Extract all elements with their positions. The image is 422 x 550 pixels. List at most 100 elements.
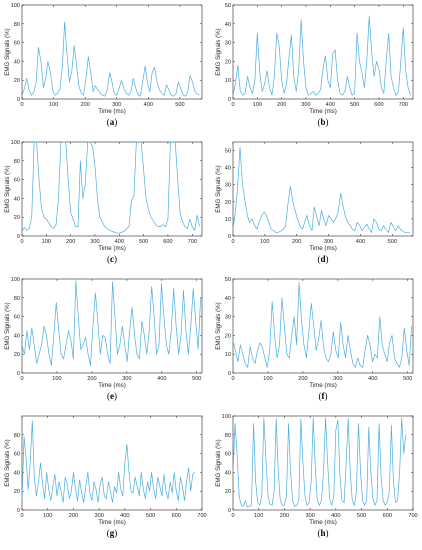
x-tick-label: 200 [298, 376, 307, 382]
x-tick-label: 200 [69, 513, 78, 519]
y-tick-label: 40 [14, 333, 20, 339]
x-tick-label: 400 [120, 513, 129, 519]
y-axis-label: EMG Signals (%) [4, 439, 11, 486]
y-tick-label: 60 [14, 452, 20, 458]
caption-open: ( [317, 254, 320, 264]
y-tick-label: 80 [14, 296, 20, 302]
x-tick-label: 400 [368, 376, 377, 382]
plot-frame [21, 415, 203, 511]
x-tick-label: 0 [20, 376, 23, 382]
y-tick-label: 20 [14, 215, 20, 221]
chart-e: 0 20 40 60 80 100 0 100 200 300 400 500 Time (ms) EMG… [4, 277, 203, 401]
x-tick-label: 600 [383, 513, 392, 519]
x-tick-label: 500 [350, 102, 359, 108]
y-tick-label: 60 [225, 452, 231, 458]
y-tick-label: 100 [222, 414, 231, 420]
y-tick-label: 40 [14, 59, 20, 65]
panel-b: 0 10 20 30 40 50 0 100 200 300 400 500 600 700 Time (m… [211, 0, 422, 137]
x-tick-label: 200 [277, 102, 286, 108]
y-tick-label: 60 [14, 41, 20, 47]
y-axis-label: EMG Signals (%) [4, 302, 11, 349]
panel-caption: (f) [319, 391, 328, 401]
x-tick-label: 0 [231, 513, 234, 519]
y-tick-label: 20 [14, 78, 20, 84]
x-tick-label: 600 [163, 239, 172, 245]
y-tick-label: 50 [225, 3, 231, 9]
caption-close: ) [325, 391, 328, 401]
series-line-h [232, 417, 407, 508]
x-tick-label: 0 [20, 102, 23, 108]
y-tick-label: 80 [14, 22, 20, 28]
y-tick-label: 10 [225, 78, 231, 84]
caption-open: ( [107, 528, 110, 538]
x-tick-label: 200 [66, 239, 75, 245]
y-tick-label: 0 [17, 234, 20, 240]
y-tick-label: 0 [228, 97, 231, 103]
caption-letter: c [110, 254, 114, 264]
y-tick-label: 10 [225, 217, 231, 223]
x-tick-label: 300 [324, 239, 333, 245]
x-tick-label: 300 [333, 376, 342, 382]
y-tick-label: 50 [225, 149, 231, 155]
chart-c: 0 20 40 60 80 100 0 100 200 300 400 500 600 700 Time (… [4, 140, 203, 264]
caption-letter: g [110, 528, 115, 538]
x-tick-label: 700 [408, 513, 417, 519]
x-tick-label: 100 [254, 513, 263, 519]
x-tick-label: 600 [374, 102, 383, 108]
y-tick-label: 60 [14, 315, 20, 321]
x-tick-label: 400 [157, 376, 166, 382]
y-tick-label: 40 [14, 196, 20, 202]
x-tick-label: 100 [263, 376, 272, 382]
panel-caption: (g) [107, 528, 118, 538]
y-tick-label: 20 [225, 333, 231, 339]
panel-h: 0 20 40 60 80 100 0 100 200 300 400 500 600 700 Time (… [211, 411, 422, 548]
x-tick-label: 100 [260, 239, 269, 245]
y-tick-label: 30 [225, 41, 231, 47]
y-axis-label: EMG Signals (%) [4, 28, 11, 75]
caption-close: ) [114, 528, 117, 538]
y-tick-label: 0 [228, 508, 231, 514]
panel-e: 0 20 40 60 80 100 0 100 200 300 400 500 Time (ms) EMG… [0, 274, 211, 411]
caption-letter: f [322, 391, 326, 401]
caption-open: ( [107, 254, 110, 264]
y-axis-label: EMG Signals (%) [4, 165, 11, 212]
x-tick-label: 100 [253, 102, 262, 108]
y-tick-label: 0 [17, 508, 20, 514]
y-tick-label: 100 [11, 277, 20, 283]
caption-letter: b [320, 117, 325, 127]
chart-h: 0 20 40 60 80 100 0 100 200 300 400 500 600 700 Time (… [215, 414, 418, 538]
caption-open: ( [317, 117, 320, 127]
x-tick-label: 300 [90, 239, 99, 245]
x-tick-label: 400 [331, 513, 340, 519]
x-tick-label: 400 [144, 102, 153, 108]
x-tick-label: 0 [20, 239, 23, 245]
plot-frame [232, 141, 414, 237]
y-tick-label: 20 [14, 352, 20, 358]
x-tick-label: 100 [43, 513, 52, 519]
y-tick-label: 0 [228, 234, 231, 240]
x-tick-label: 400 [115, 239, 124, 245]
y-tick-label: 40 [14, 470, 20, 476]
panel-caption: (c) [107, 254, 117, 264]
x-tick-label: 0 [231, 102, 234, 108]
y-tick-label: 20 [225, 200, 231, 206]
x-tick-label: 600 [172, 513, 181, 519]
caption-open: ( [319, 391, 322, 401]
x-tick-label: 500 [403, 376, 412, 382]
x-tick-label: 0 [20, 513, 23, 519]
plot-frame [21, 141, 203, 237]
caption-close: ) [326, 528, 329, 538]
y-tick-label: 100 [11, 140, 20, 146]
y-tick-label: 40 [225, 166, 231, 172]
y-tick-label: 20 [14, 489, 20, 495]
x-axis-label: Time (ms) [309, 245, 337, 252]
x-tick-label: 500 [146, 513, 155, 519]
y-axis-label: EMG Signals (%) [215, 439, 222, 486]
x-tick-label: 500 [388, 239, 397, 245]
x-tick-label: 700 [188, 239, 197, 245]
y-tick-label: 10 [225, 352, 231, 358]
y-tick-label: 50 [225, 277, 231, 283]
y-axis-label: EMG Signals (%) [215, 28, 222, 75]
